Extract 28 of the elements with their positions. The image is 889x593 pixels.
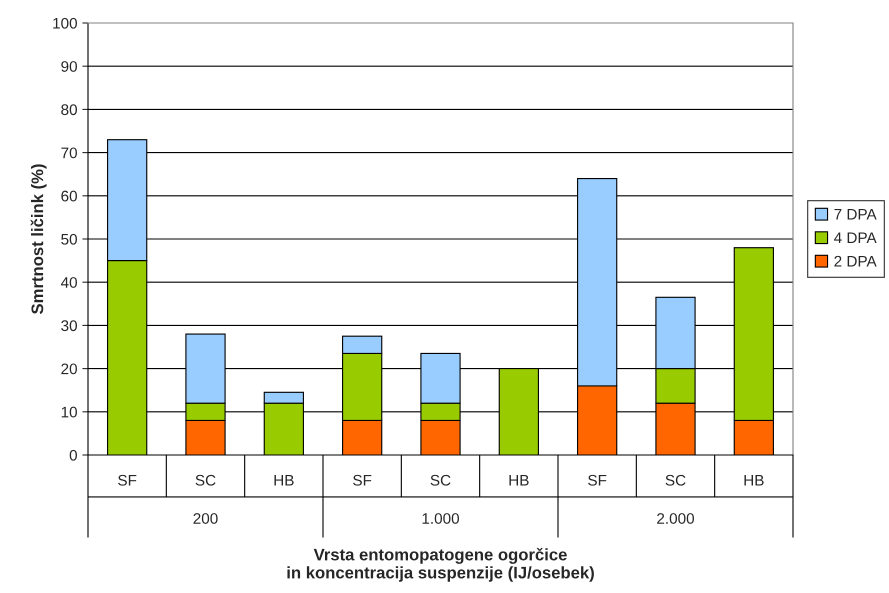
y-tick-label: 100 [53,18,77,29]
x-tick-label: SC [666,474,686,486]
y-axis-title: Smrtnost ličink (%) [30,164,47,314]
text: 1.000 [422,513,460,524]
y-tick-label: 0 [70,450,77,461]
y-tick-label: 20 [61,363,77,374]
x-tick-label: HB [744,475,764,486]
x-tick-label: SF [588,474,606,486]
legend-label: 4 DPA [834,232,877,243]
y-tick-label: 90 [61,61,77,72]
x-tick-label: HB [274,475,294,486]
text: 200 [194,513,218,524]
x-axis-title: Vrsta entomopatogene ogorčice in koncentracija suspenzije (IJ/osebek) [287,548,594,582]
y-tick-label: 80 [61,104,77,116]
y-tick-label: 40 [60,277,77,288]
x-tick-label: SF [118,474,136,486]
x-tick-label: SC [430,474,451,486]
x-tick-label: SF [353,474,372,486]
y-tick-label: 30 [61,320,77,332]
x-tick-label: HB [509,475,529,486]
y-tick-label: 10 [62,406,77,418]
x-tick-label: SC [196,474,216,486]
y-tick-label: 70 [61,147,77,158]
y-tick-label: 50 [61,234,77,245]
y-tick-label: 60 [61,190,77,202]
legend-label: 7 DPA [834,208,877,220]
text: 2.000 [657,513,694,524]
legend-label: 2 DPA [834,256,877,266]
